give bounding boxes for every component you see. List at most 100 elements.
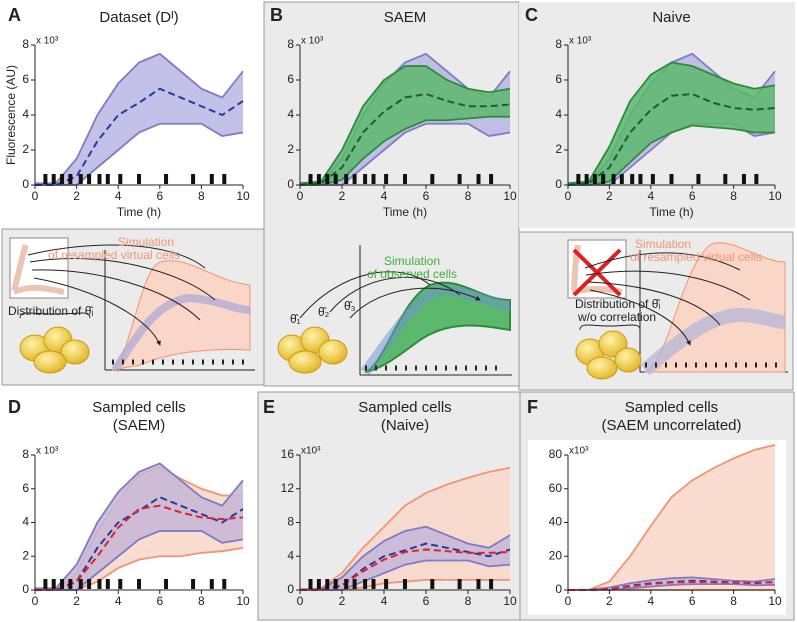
y-tick-label: 12 [281,481,295,495]
event-marker [489,579,494,589]
band-area [568,62,775,185]
event-marker [209,174,214,184]
band-area [300,66,510,185]
x-axis-label: Time (h) [383,205,427,219]
event-marker [476,579,481,589]
event-marker [457,174,462,184]
inset-text: Simulation [635,237,691,251]
y-tick-label: 20 [549,548,563,562]
x-tick-label: 2 [606,189,613,203]
mini-axes [104,250,255,371]
event-marker [97,174,102,184]
x-tick-label: 2 [339,594,346,608]
inset-text: of resampled virtual cells [48,248,180,262]
y-tick-label: 4 [22,515,29,529]
y-multiplier: x 10³ [36,36,59,47]
y-tick-label: 8 [22,37,29,51]
mini-cells [640,307,786,376]
event-marker [60,174,65,184]
cross [572,248,622,297]
arrows [299,271,480,319]
band-area [568,444,775,590]
y-tick-label: 2 [555,142,562,156]
x-tick-label: 10 [236,594,250,608]
x-tick-label: 8 [730,594,737,608]
x-tick-label: 0 [565,189,572,203]
panel-letter: A [8,5,21,25]
y-tick-label: 2 [22,142,29,156]
x-tick-label: 8 [730,189,737,203]
event-marker [630,174,635,184]
event-marker [457,579,462,589]
event-marker [78,174,83,184]
inset-text: of resampled virtual cells [630,250,762,264]
x-tick-label: 0 [32,189,39,203]
event-marker [118,579,123,589]
y-multiplier: x 10³ [301,36,324,47]
y-tick-label: 0 [555,177,562,191]
panel-letter: C [525,5,538,25]
inset-text: of observed cells [367,267,457,281]
y-tick-label: 8 [555,37,562,51]
event-marker [191,174,196,184]
band-edge [568,576,776,591]
cells [19,326,90,374]
y-tick-label: 0 [287,177,294,191]
event-marker [87,579,92,589]
x-tick-label: 2 [339,189,346,203]
event-marker [325,174,330,184]
event-marker [43,174,48,184]
band-edge [299,65,511,185]
mean-line [567,92,776,186]
event-marker [430,579,435,589]
panel-title: SAEM [384,9,427,26]
event-marker [344,174,349,184]
event-marker [741,174,746,184]
mini-cells [360,284,511,375]
y-tick-label: 4 [287,107,294,121]
event-marker [371,579,376,589]
band-edge [567,444,776,591]
x-tick-label: 6 [689,189,696,203]
x-tick-label: 6 [156,189,163,203]
event-marker [68,579,73,589]
panel-title: (SAEM uncorrelated) [601,417,741,434]
inset-text: θ̂₂ [318,305,330,319]
x-tick-label: 6 [423,594,430,608]
y-multiplier: x10³ [569,446,589,457]
y-tick-label: 4 [22,107,29,121]
panel-title: (SAEM) [113,417,166,434]
event-marker [164,174,169,184]
y-tick-label: 40 [549,515,563,529]
x-tick-label: 4 [115,594,122,608]
event-marker [60,579,65,589]
arrows [27,244,216,345]
event-marker [333,174,338,184]
event-marker [222,174,227,184]
x-tick-label: 8 [465,189,472,203]
event-marker [333,579,338,589]
x-tick-label: 4 [647,189,654,203]
event-marker [51,174,56,184]
y-tick-label: 0 [287,582,294,596]
x-axis-label: Time (h) [117,205,161,219]
x-axis-label: Time (h) [649,205,693,219]
event-marker [87,174,92,184]
x-tick-label: 6 [423,189,430,203]
event-marker [105,174,110,184]
panel-title: Naive [652,9,690,26]
x-tick-label: 0 [297,594,304,608]
event-marker [316,174,321,184]
x-tick-label: 0 [32,594,39,608]
event-marker [638,174,643,184]
band-edge [35,52,244,185]
event-marker [363,174,368,184]
left-inset [9,237,255,374]
panel-letter: B [270,5,283,25]
event-marker [105,579,110,589]
inset-text: Simulation [118,235,174,249]
y-tick-label: 8 [287,37,294,51]
band-area [35,53,243,185]
y-tick-label: 80 [549,447,563,461]
event-marker [352,174,357,184]
